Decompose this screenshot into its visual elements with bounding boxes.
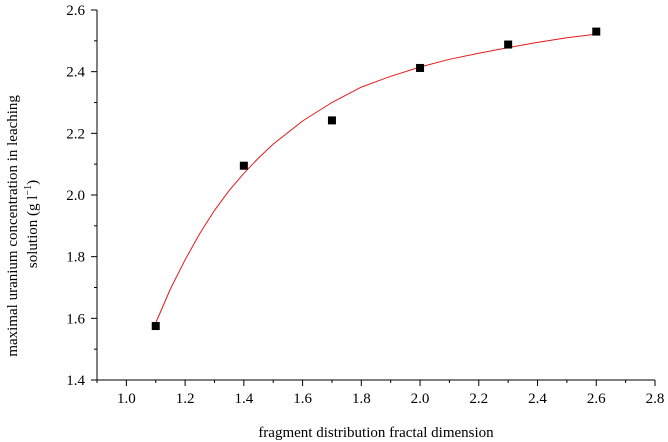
y-tick-label: 2.4 xyxy=(66,65,85,81)
x-axis-title: fragment distribution fractal dimension xyxy=(258,425,494,441)
y-axis-title-line2: solution (g l−1) xyxy=(23,180,41,268)
x-tick-label: 1.2 xyxy=(176,391,195,407)
x-tick-label: 1.6 xyxy=(293,391,312,407)
x-tick-label: 2.0 xyxy=(411,391,430,407)
axes xyxy=(96,10,655,381)
data-point xyxy=(416,63,425,72)
y-axis-title-line1: maximal uranium concentration in leachin… xyxy=(5,95,21,357)
y-tick-label: 1.4 xyxy=(66,373,85,389)
y-tick-label: 2.2 xyxy=(66,126,85,142)
x-tick-label: 1.8 xyxy=(352,391,371,407)
x-tick-label: 2.2 xyxy=(469,391,488,407)
data-points xyxy=(151,27,601,331)
x-tick-label: 1.0 xyxy=(117,391,136,407)
y-tick-label: 2.0 xyxy=(66,188,85,204)
x-tick-label: 2.8 xyxy=(646,391,665,407)
y-tick-label: 1.6 xyxy=(66,311,85,327)
data-point xyxy=(504,40,513,49)
fit-curve xyxy=(155,33,597,324)
data-point xyxy=(592,27,601,36)
data-point xyxy=(239,161,248,170)
data-point xyxy=(327,116,336,125)
y-ticks: 1.4 1.6 1.8 2.0 2.2 2.4 2.6 xyxy=(66,3,97,389)
x-tick-label: 1.4 xyxy=(234,391,253,407)
y-tick-label: 1.8 xyxy=(66,250,85,266)
y-tick-label: 2.6 xyxy=(66,3,85,19)
y-axis-title: maximal uranium concentration in leachin… xyxy=(5,91,41,356)
x-ticks: 1.0 1.2 1.4 1.6 1.8 2.0 2.2 2.4 2.6 2.8 xyxy=(96,380,665,407)
data-point xyxy=(151,322,160,331)
x-tick-label: 2.6 xyxy=(587,391,606,407)
x-tick-label: 2.4 xyxy=(528,391,547,407)
